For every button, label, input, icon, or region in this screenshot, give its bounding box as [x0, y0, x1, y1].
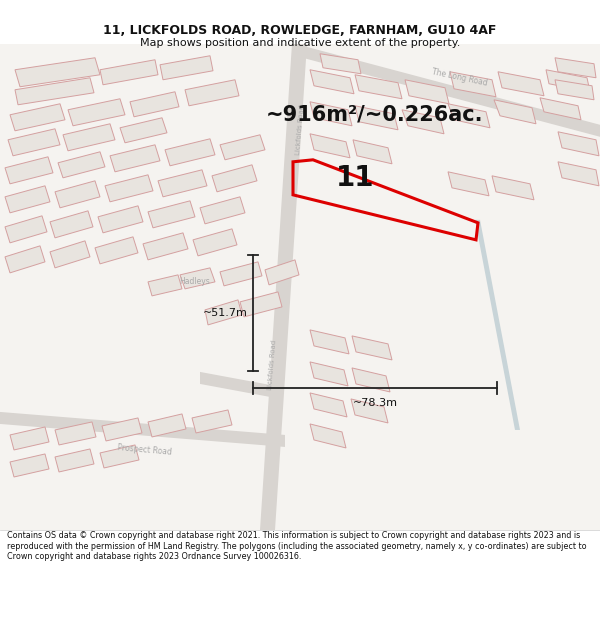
Polygon shape — [240, 292, 282, 317]
Polygon shape — [100, 445, 139, 468]
Text: Contains OS data © Crown copyright and database right 2021. This information is : Contains OS data © Crown copyright and d… — [7, 531, 587, 561]
Polygon shape — [148, 201, 195, 228]
Text: The Long Road: The Long Road — [431, 68, 488, 88]
Polygon shape — [475, 220, 520, 430]
Polygon shape — [310, 134, 350, 158]
Polygon shape — [10, 104, 65, 131]
Polygon shape — [5, 216, 47, 243]
Polygon shape — [260, 44, 307, 530]
Polygon shape — [492, 176, 534, 200]
Text: Hadleys: Hadleys — [179, 278, 211, 286]
Polygon shape — [353, 140, 392, 164]
Polygon shape — [220, 262, 262, 286]
Polygon shape — [120, 118, 167, 142]
Polygon shape — [450, 72, 496, 97]
Polygon shape — [352, 368, 390, 392]
Text: ~916m²/~0.226ac.: ~916m²/~0.226ac. — [266, 105, 484, 125]
Polygon shape — [98, 206, 143, 233]
Polygon shape — [558, 162, 599, 186]
Polygon shape — [405, 80, 449, 104]
Polygon shape — [205, 300, 242, 325]
Polygon shape — [310, 70, 354, 94]
Polygon shape — [105, 175, 153, 202]
Polygon shape — [55, 449, 94, 472]
Text: ~51.7m: ~51.7m — [203, 308, 248, 318]
Polygon shape — [55, 181, 100, 208]
Polygon shape — [558, 132, 599, 156]
Polygon shape — [265, 260, 299, 285]
Polygon shape — [148, 414, 186, 437]
Polygon shape — [546, 70, 590, 92]
Polygon shape — [55, 422, 96, 445]
Polygon shape — [310, 393, 347, 417]
Polygon shape — [63, 124, 115, 151]
Polygon shape — [448, 104, 490, 127]
Polygon shape — [402, 110, 444, 134]
Polygon shape — [448, 172, 489, 196]
Polygon shape — [68, 99, 125, 126]
Polygon shape — [0, 412, 285, 447]
Text: 11: 11 — [336, 164, 374, 192]
Polygon shape — [5, 246, 45, 273]
Polygon shape — [355, 106, 398, 130]
Polygon shape — [50, 241, 90, 268]
Polygon shape — [15, 78, 94, 105]
Text: Map shows position and indicative extent of the property.: Map shows position and indicative extent… — [140, 38, 460, 48]
Polygon shape — [320, 54, 361, 74]
Polygon shape — [555, 80, 594, 100]
Polygon shape — [185, 80, 239, 106]
Polygon shape — [0, 44, 600, 530]
Text: ~78.3m: ~78.3m — [353, 398, 398, 408]
Polygon shape — [220, 135, 265, 160]
Polygon shape — [130, 92, 179, 117]
Polygon shape — [165, 139, 215, 166]
Polygon shape — [193, 229, 237, 256]
Polygon shape — [200, 372, 270, 397]
Text: Lickfolds Road: Lickfolds Road — [295, 104, 305, 155]
Polygon shape — [351, 399, 388, 423]
Polygon shape — [5, 186, 50, 213]
Polygon shape — [494, 100, 536, 124]
Polygon shape — [158, 170, 207, 197]
Polygon shape — [10, 427, 49, 450]
Polygon shape — [10, 454, 49, 477]
Polygon shape — [180, 268, 215, 289]
Polygon shape — [295, 44, 600, 137]
Polygon shape — [160, 56, 213, 80]
Polygon shape — [102, 418, 142, 441]
Polygon shape — [110, 145, 160, 172]
Polygon shape — [200, 197, 245, 224]
Polygon shape — [192, 410, 232, 433]
Polygon shape — [95, 237, 138, 264]
Polygon shape — [148, 275, 182, 296]
Polygon shape — [555, 58, 596, 78]
Text: Prospect Road: Prospect Road — [118, 443, 173, 457]
Polygon shape — [50, 211, 93, 238]
Polygon shape — [352, 336, 392, 360]
Polygon shape — [58, 152, 105, 178]
Polygon shape — [212, 165, 257, 192]
Polygon shape — [310, 362, 348, 386]
Text: Lickfolds Road: Lickfolds Road — [267, 339, 277, 390]
Polygon shape — [310, 424, 346, 448]
Polygon shape — [5, 157, 53, 184]
Polygon shape — [540, 98, 581, 120]
Polygon shape — [310, 102, 352, 126]
Text: 11, LICKFOLDS ROAD, ROWLEDGE, FARNHAM, GU10 4AF: 11, LICKFOLDS ROAD, ROWLEDGE, FARNHAM, G… — [103, 24, 497, 37]
Polygon shape — [310, 330, 349, 354]
Polygon shape — [8, 129, 60, 156]
Polygon shape — [498, 72, 544, 96]
Polygon shape — [355, 75, 402, 99]
Polygon shape — [15, 58, 100, 87]
Polygon shape — [100, 60, 158, 85]
Polygon shape — [143, 233, 188, 260]
